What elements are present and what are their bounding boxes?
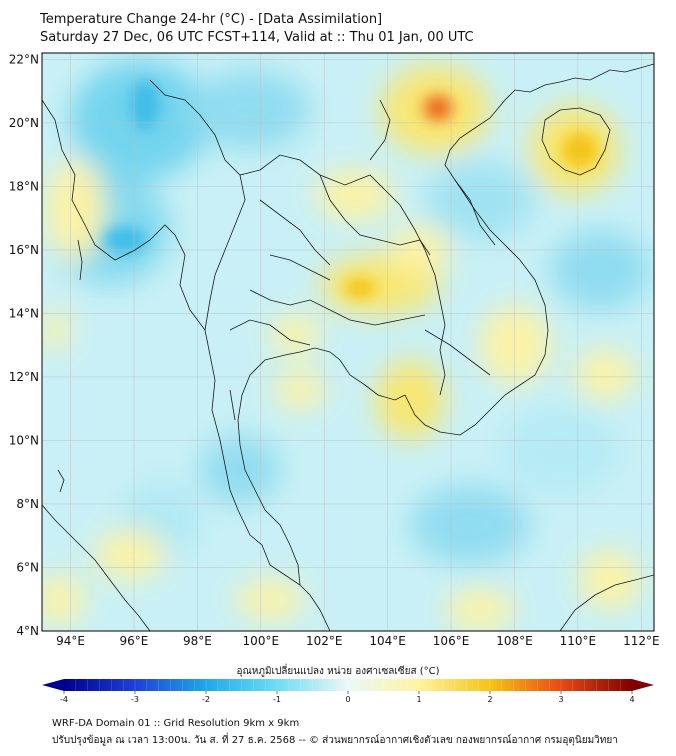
map-frame — [41, 52, 655, 632]
lon-label: 98°E — [183, 634, 212, 648]
longitude-labels: 94°E 96°E 98°E 100°E 102°E 104°E 106°E 108°E 110… — [56, 634, 659, 648]
lon-label: 108°E — [496, 634, 533, 648]
colorbar-tick-label: -2 — [202, 695, 210, 704]
colorbar-title: อุณหภูมิเปลี่ยนแปลง หน่วย องศาเซลเซียส (… — [236, 666, 440, 677]
map-subtitle: Saturday 27 Dec, 06 UTC FCST+114, Valid … — [40, 30, 474, 45]
colorbar-tick-label: 2 — [487, 695, 492, 704]
lat-label: 4°N — [16, 624, 39, 638]
colorbar-tick-label: 3 — [558, 695, 563, 704]
colorbar-tick-label: 0 — [345, 695, 350, 704]
lat-label: 16°N — [9, 243, 39, 257]
colorbar-tick-label: 4 — [629, 695, 634, 704]
lat-label: 14°N — [9, 306, 39, 320]
map-title: Temperature Change 24-hr (°C) - [Data As… — [40, 12, 383, 27]
lat-label: 10°N — [9, 433, 39, 447]
lon-label: 110°E — [560, 634, 597, 648]
lat-label: 18°N — [9, 179, 39, 193]
coastlines-and-borders — [42, 63, 654, 631]
colorbar-max-arrow — [632, 679, 654, 691]
lat-label: 22°N — [9, 52, 39, 66]
lat-label: 8°N — [16, 497, 39, 511]
colorbar-min-arrow — [42, 679, 64, 691]
colorbar-tick-label: 1 — [416, 695, 421, 704]
colorbar: -4 -3 -2 -1 0 1 2 3 4 — [42, 679, 654, 704]
lon-label: 104°E — [369, 634, 406, 648]
colorbar-tick-label: -3 — [131, 695, 139, 704]
lon-label: 94°E — [56, 634, 85, 648]
lat-label: 20°N — [9, 116, 39, 130]
footer-model-info: WRF-DA Domain 01 :: Grid Resolution 9km … — [52, 718, 300, 729]
latitude-labels: 22°N 20°N 18°N 16°N 14°N 12°N 10°N 8°N 6°N 4°N — [9, 52, 39, 638]
lon-label: 112°E — [623, 634, 660, 648]
colorbar-tick-label: -4 — [60, 695, 68, 704]
footer-credit: ปรับปรุงข้อมูล ณ เวลา 13:00น. วัน ส. ที่… — [52, 735, 618, 746]
lat-label: 12°N — [9, 370, 39, 384]
lon-label: 106°E — [433, 634, 470, 648]
lon-label: 96°E — [120, 634, 149, 648]
colorbar-scale — [64, 679, 632, 691]
lon-label: 102°E — [306, 634, 343, 648]
lat-label: 6°N — [16, 560, 39, 574]
colorbar-tick-label: -1 — [273, 695, 281, 704]
temperature-field — [42, 53, 654, 631]
lon-label: 100°E — [243, 634, 280, 648]
